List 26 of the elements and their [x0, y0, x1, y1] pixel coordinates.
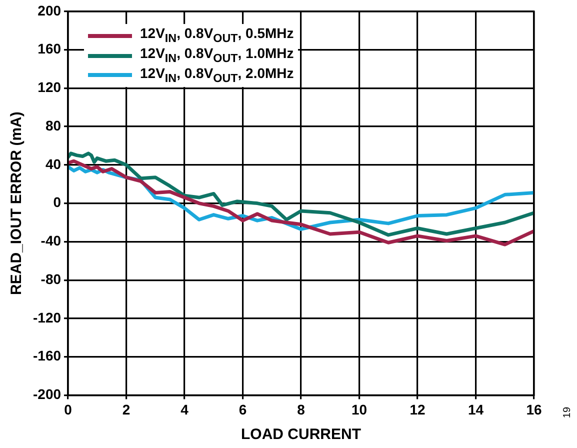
- y-tick-label: 200: [38, 2, 62, 18]
- y-tick-label: 40: [45, 156, 62, 172]
- y-tick-label: 80: [45, 117, 62, 134]
- y-tick-label: -200: [32, 386, 62, 402]
- x-tick-label: 10: [351, 401, 368, 418]
- x-tick-label: 14: [468, 401, 484, 418]
- x-tick-label: 6: [238, 401, 247, 418]
- x-tick-label: 0: [64, 401, 72, 418]
- y-tick-label: 160: [38, 40, 62, 57]
- text: 19: [562, 406, 573, 418]
- legend-label: 12V$_{IN}$, 0.8V$_{OUT}$, 0.5MHz: [140, 25, 294, 46]
- y-tick-label: -80: [40, 270, 62, 287]
- y-tick-label: -120: [32, 309, 62, 326]
- legend-label: 12V$_{IN}$, 0.8V$_{OUT}$, 2.0MHz: [140, 64, 294, 86]
- y-tick-label: 120: [38, 79, 62, 96]
- y-tick-label: 0: [53, 194, 62, 210]
- x-tick-label: 12: [410, 401, 426, 418]
- x-tick-label: 8: [297, 401, 306, 418]
- y-tick-label: -160: [32, 348, 62, 364]
- x-tick-label: 2: [122, 401, 130, 418]
- y-tick-label: -40: [40, 232, 62, 249]
- x-axis-title: LOAD CURRENT: [241, 426, 362, 444]
- x-tick-label: 4: [180, 401, 189, 418]
- y-axis-title: READ_IOUT ERROR (mA): [8, 112, 26, 295]
- legend-label: 12V$_{IN}$, 0.8V$_{OUT}$, 1.0MHz: [140, 44, 294, 66]
- x-tick-label: 16: [526, 401, 542, 418]
